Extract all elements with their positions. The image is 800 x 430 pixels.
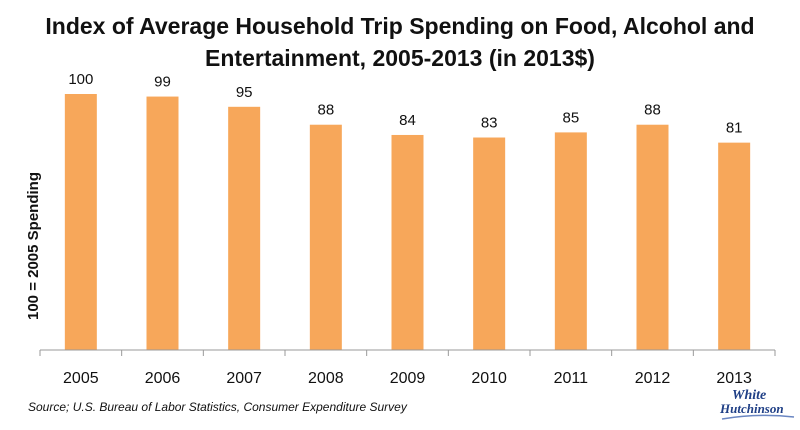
bar-2005: [64, 94, 97, 350]
bar-2009: [391, 134, 424, 350]
logo-line-2: Hutchinson: [719, 401, 784, 416]
logo-swoosh: [721, 414, 795, 420]
x-tick-label-2009: 2009: [390, 370, 426, 387]
y-axis-label: 100 = 2005 Spending: [25, 172, 42, 320]
chart-title-line-1: Index of Average Household Trip Spending…: [45, 13, 755, 39]
data-label-2013: 81: [726, 120, 743, 137]
data-label-2009: 84: [399, 112, 416, 129]
source-note: Source; U.S. Bureau of Labor Statistics,…: [28, 400, 407, 414]
bar-2013: [718, 142, 751, 350]
x-tick-label-2013: 2013: [716, 370, 752, 387]
x-tick-label-2012: 2012: [635, 370, 671, 387]
data-label-2010: 83: [481, 115, 498, 132]
data-label-2005: 100: [68, 71, 93, 88]
bar-2006: [146, 96, 179, 350]
bar-2008: [309, 124, 342, 350]
chart-title: Index of Average Household Trip Spending…: [0, 10, 800, 74]
x-tick-label-2005: 2005: [63, 370, 99, 387]
bar-2011: [554, 132, 587, 350]
bar-2007: [228, 106, 261, 350]
x-tick-label-2008: 2008: [308, 370, 344, 387]
data-label-2006: 99: [154, 74, 171, 91]
x-tick-label-2010: 2010: [471, 370, 507, 387]
x-tick-label-2007: 2007: [226, 370, 262, 387]
logo-line-1: White: [732, 388, 766, 403]
bar-2012: [636, 124, 669, 350]
x-tick-label-2011: 2011: [554, 370, 589, 387]
x-tick-label-2006: 2006: [145, 370, 181, 387]
data-label-2007: 95: [236, 84, 253, 101]
data-label-2008: 88: [317, 102, 334, 119]
data-label-2012: 88: [644, 102, 661, 119]
bar-2010: [473, 137, 506, 350]
white-hutchinson-logo: White Hutchinson: [719, 388, 795, 420]
chart-title-line-2: Entertainment, 2005-2013 (in 2013$): [205, 45, 595, 71]
data-label-2011: 85: [562, 109, 579, 126]
